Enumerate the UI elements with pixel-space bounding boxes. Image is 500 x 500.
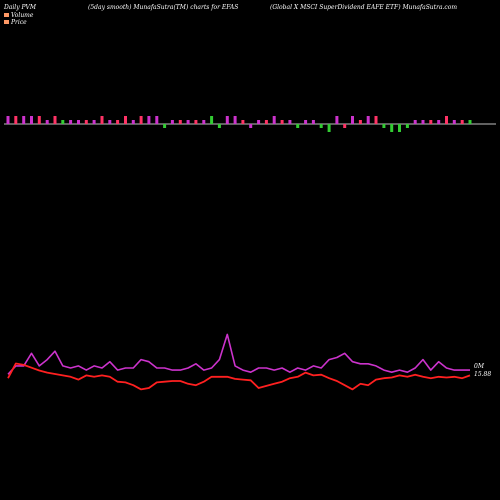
- volume-bars: [6, 116, 472, 132]
- volume-bar: [170, 120, 174, 124]
- volume-bar: [186, 120, 190, 124]
- volume-bar: [210, 116, 214, 124]
- volume-bar: [264, 120, 268, 124]
- volume-bar: [382, 124, 386, 128]
- volume-bar: [217, 124, 221, 128]
- volume-bar: [351, 116, 354, 124]
- header-right: (Global X MSCI SuperDividend EAFE ETF) M…: [270, 4, 457, 11]
- volume-bar: [460, 120, 464, 124]
- volume-bar: [77, 120, 80, 124]
- volume-bar: [249, 124, 253, 128]
- volume-bar: [398, 124, 401, 132]
- volume-bar: [452, 120, 456, 124]
- volume-bar: [30, 116, 33, 124]
- volume-bar: [155, 116, 159, 124]
- volume-bar: [147, 116, 151, 124]
- volume-bar: [280, 120, 284, 124]
- legend-price-swatch: [4, 20, 9, 24]
- legend-price-label: Price: [10, 19, 27, 26]
- volume-end-label: 0M: [474, 363, 485, 370]
- volume-bar: [45, 120, 49, 124]
- header-left: Daily PVM: [3, 4, 37, 11]
- volume-bar: [288, 120, 292, 124]
- volume-line: [7, 333, 470, 375]
- price-end-label: 15.88: [474, 371, 491, 378]
- volume-bar: [37, 116, 41, 124]
- volume-bar: [22, 116, 26, 124]
- volume-bar: [163, 124, 167, 128]
- volume-bar: [366, 116, 370, 124]
- volume-bar: [100, 116, 104, 124]
- volume-bar: [53, 116, 57, 124]
- volume-bar: [335, 116, 339, 124]
- volume-bar: [202, 120, 206, 124]
- volume-bar: [178, 120, 182, 124]
- volume-bar: [374, 116, 378, 124]
- volume-bar: [272, 116, 276, 124]
- price-line: [7, 362, 471, 391]
- volume-bar: [61, 120, 65, 124]
- volume-bar: [233, 116, 237, 124]
- volume-bar: [311, 120, 315, 124]
- volume-bar: [413, 120, 417, 124]
- volume-bar: [319, 124, 323, 128]
- volume-bar: [405, 124, 409, 128]
- volume-bar: [116, 120, 120, 124]
- volume-bar: [108, 120, 112, 124]
- volume-bar: [69, 120, 73, 124]
- volume-bar: [139, 116, 143, 124]
- volume-bar: [6, 116, 10, 124]
- volume-bar: [241, 120, 245, 124]
- volume-bar: [429, 120, 433, 124]
- volume-bar: [358, 120, 362, 124]
- volume-bar: [437, 120, 441, 124]
- line-series: [7, 333, 471, 391]
- volume-bar: [343, 124, 347, 128]
- legend-volume-label: Volume: [11, 12, 34, 19]
- legend-volume-swatch: [4, 13, 9, 17]
- volume-bar: [257, 120, 261, 124]
- volume-bar: [304, 120, 308, 124]
- volume-bar: [225, 116, 229, 124]
- volume-bar: [390, 124, 394, 132]
- volume-bar: [421, 120, 425, 124]
- volume-bar: [14, 116, 18, 124]
- volume-bar: [84, 120, 88, 124]
- volume-bar: [124, 116, 127, 124]
- volume-bar: [131, 120, 135, 124]
- volume-bar: [194, 120, 198, 124]
- volume-bar: [468, 120, 472, 124]
- volume-bar: [296, 124, 300, 128]
- header-title: (5day smooth) MunafaSutra(TM) charts for…: [88, 4, 238, 11]
- volume-bar: [327, 124, 331, 132]
- volume-bar: [92, 120, 96, 124]
- volume-bar: [445, 116, 448, 124]
